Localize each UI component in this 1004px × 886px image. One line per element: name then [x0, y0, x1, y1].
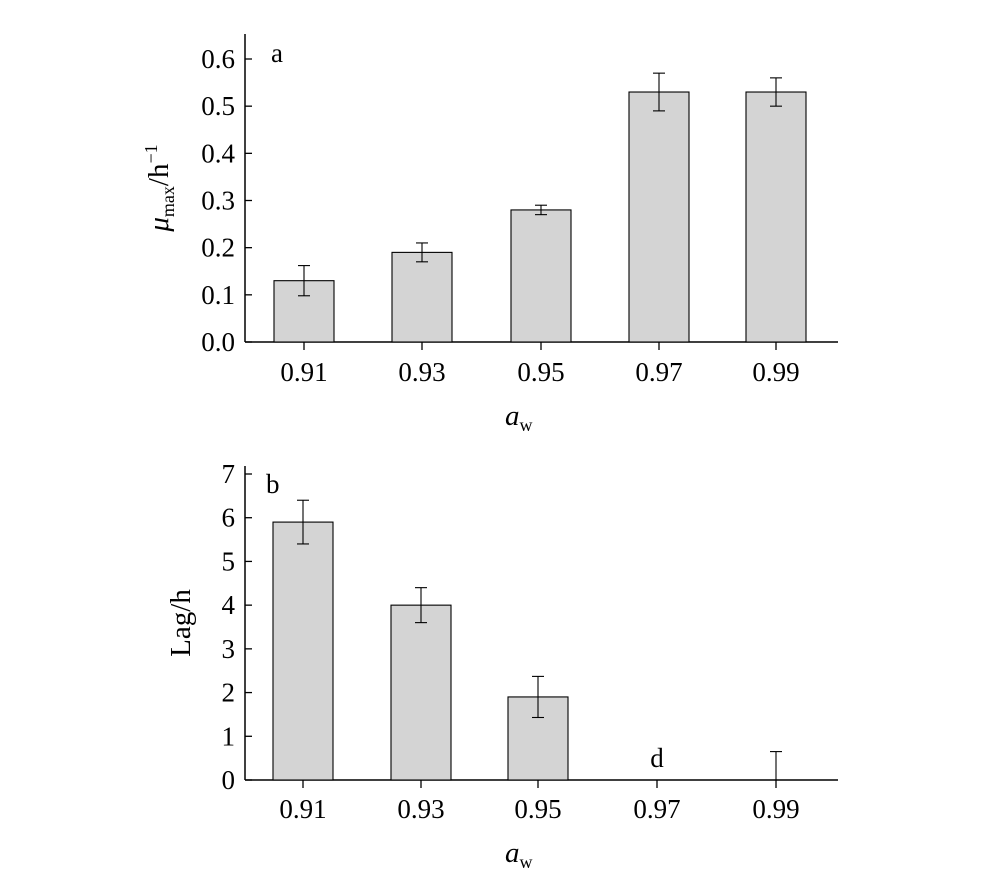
x-axis-label: aw [505, 400, 533, 435]
x-tick-label: 0.95 [514, 794, 561, 824]
panel-a: 0.0 0.1 0.2 0.3 0.4 0.5 0.6 0.91 0.93 0.95 0.97 0.9… [141, 34, 838, 435]
y-axis-label: μmax/h−1 [141, 144, 178, 232]
y-tick-label: 7 [222, 459, 236, 489]
bar [272, 521, 334, 781]
y-tick-label: 4 [222, 590, 236, 620]
bar [390, 604, 452, 781]
x-tick-label: 0.91 [279, 794, 326, 824]
annotation-label: d [650, 743, 664, 773]
y-tick-label: 3 [222, 634, 236, 664]
x-tick-label: 0.99 [752, 357, 799, 387]
y-axis-label: Lag/h [165, 589, 197, 657]
x-tick-label: 0.93 [398, 357, 445, 387]
x-tick-label: 0.99 [752, 794, 799, 824]
bar [391, 251, 453, 343]
y-tick-label: 6 [222, 503, 236, 533]
x-tick-label: 0.97 [635, 357, 682, 387]
panel-label: b [266, 469, 280, 499]
y-tick-label: 0.1 [201, 280, 235, 310]
y-tick-label: 0.3 [201, 186, 235, 216]
panel-b: 0 1 2 3 4 5 6 7 0.91 0.93 0.95 0.97 0.99 d b aw Lag/h [165, 459, 838, 872]
x-tick-label: 0.93 [397, 794, 444, 824]
y-tick-label: 5 [222, 546, 236, 576]
y-tick-label: 0.4 [201, 138, 235, 168]
y-tick-label: 0.6 [201, 44, 235, 74]
y-tick-label: 0.2 [201, 233, 235, 263]
y-tick-label: 0.5 [201, 91, 235, 121]
panel-label: a [271, 38, 283, 68]
bar [510, 209, 572, 343]
y-tick-label: 2 [222, 678, 236, 708]
x-tick-label: 0.97 [633, 794, 680, 824]
y-tick-label: 0.0 [201, 327, 235, 357]
x-axis-label: aw [505, 837, 533, 872]
bar [628, 91, 690, 343]
y-tick-label: 1 [222, 721, 236, 751]
y-tick-label: 0 [222, 765, 236, 795]
x-tick-label: 0.95 [517, 357, 564, 387]
bar [745, 91, 807, 343]
x-tick-label: 0.91 [280, 357, 327, 387]
